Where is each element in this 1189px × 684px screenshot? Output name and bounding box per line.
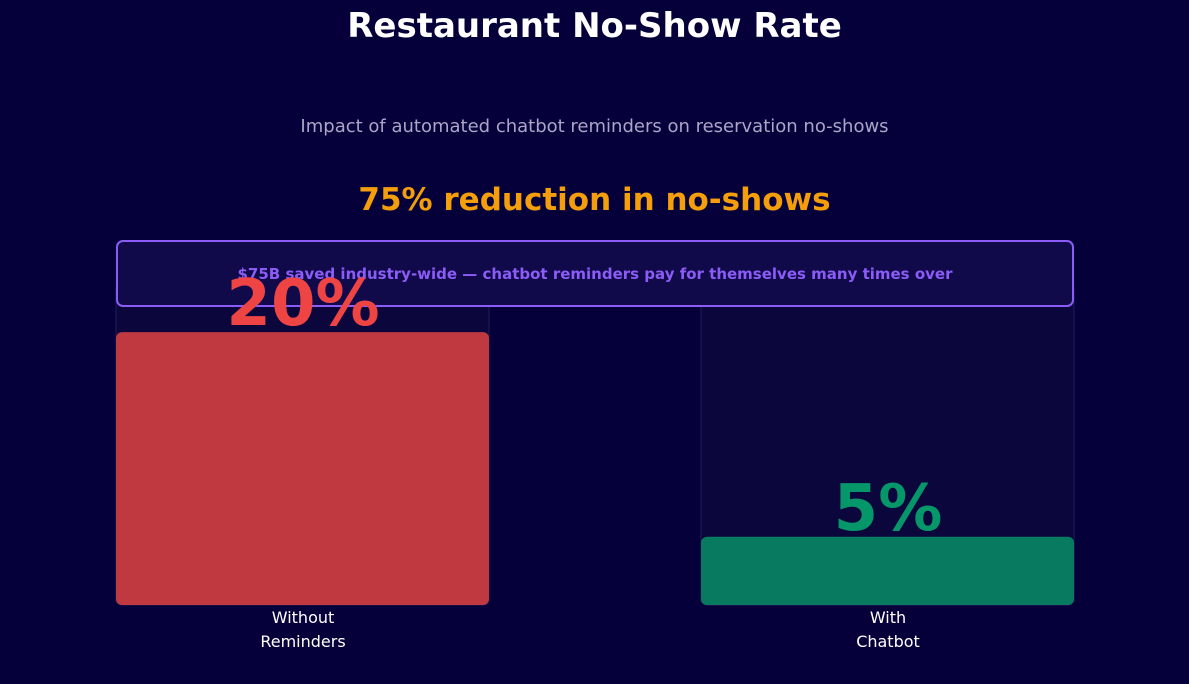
annotation-banner: $75B saved industry-wide — chatbot remin…: [116, 240, 1074, 307]
chart-subtitle: Impact of automated chatbot reminders on…: [300, 116, 889, 137]
bar-without-reminders: [116, 332, 489, 605]
bar-with-chatbot: [701, 536, 1074, 605]
chart-title: Restaurant No-Show Rate: [347, 6, 842, 46]
annotation-text: $75B saved industry-wide — chatbot remin…: [237, 265, 953, 283]
category-label-without-reminders: Without Reminders: [260, 608, 346, 651]
value-label-with-chatbot: 5%: [833, 471, 943, 546]
value-label-without-reminders: 20%: [226, 267, 380, 342]
headline-stat: 75% reduction in no-shows: [358, 182, 831, 218]
category-label-with-chatbot: With Chatbot: [856, 608, 920, 651]
